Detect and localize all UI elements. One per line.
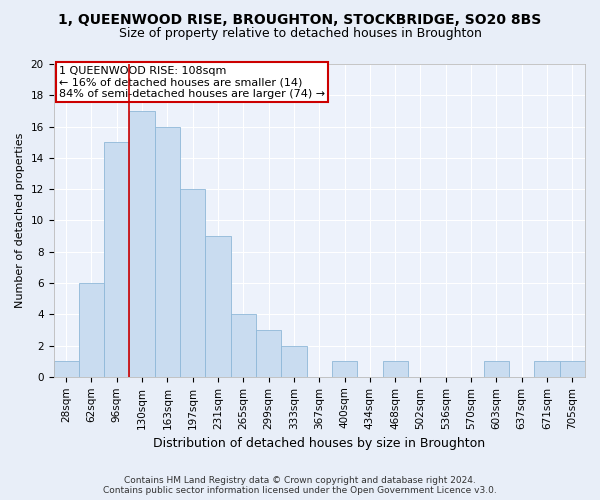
- Bar: [535, 361, 560, 377]
- Bar: [560, 361, 585, 377]
- Text: Size of property relative to detached houses in Broughton: Size of property relative to detached ho…: [119, 28, 481, 40]
- Bar: [256, 330, 281, 377]
- X-axis label: Distribution of detached houses by size in Broughton: Distribution of detached houses by size …: [153, 437, 485, 450]
- Bar: [155, 126, 180, 377]
- Bar: [484, 361, 509, 377]
- Bar: [281, 346, 307, 377]
- Text: 1 QUEENWOOD RISE: 108sqm
← 16% of detached houses are smaller (14)
84% of semi-d: 1 QUEENWOOD RISE: 108sqm ← 16% of detach…: [59, 66, 325, 99]
- Text: Contains HM Land Registry data © Crown copyright and database right 2024.
Contai: Contains HM Land Registry data © Crown c…: [103, 476, 497, 495]
- Bar: [332, 361, 357, 377]
- Bar: [104, 142, 130, 377]
- Bar: [383, 361, 408, 377]
- Bar: [79, 283, 104, 377]
- Bar: [230, 314, 256, 377]
- Bar: [205, 236, 230, 377]
- Bar: [53, 361, 79, 377]
- Text: 1, QUEENWOOD RISE, BROUGHTON, STOCKBRIDGE, SO20 8BS: 1, QUEENWOOD RISE, BROUGHTON, STOCKBRIDG…: [58, 12, 542, 26]
- Y-axis label: Number of detached properties: Number of detached properties: [15, 132, 25, 308]
- Bar: [180, 189, 205, 377]
- Bar: [130, 111, 155, 377]
